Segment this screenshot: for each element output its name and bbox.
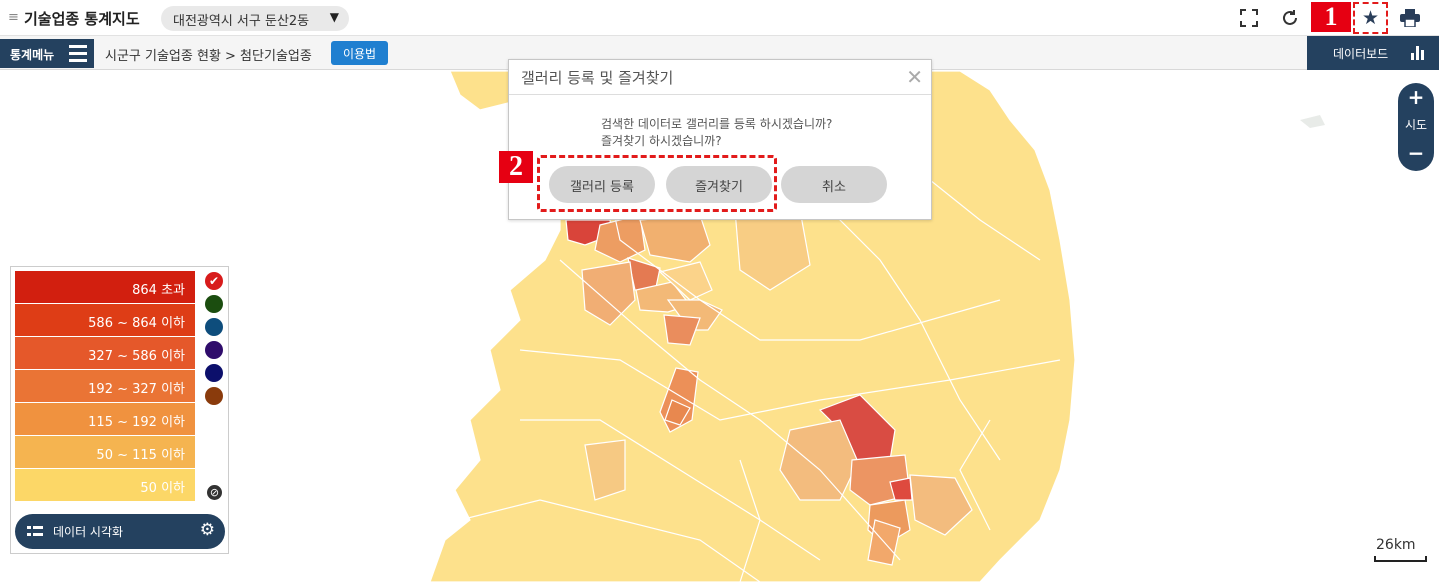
legend-range-6: 50 ~ 115 이하 bbox=[15, 436, 195, 468]
dialog-message: 검색한 데이터로 갤러리를 등록 하시겠습니까? 즐겨찾기 하시겠습니까? bbox=[601, 116, 832, 150]
map-region bbox=[663, 314, 701, 346]
dialog-message-line-1: 검색한 데이터로 갤러리를 등록 하시겠습니까? bbox=[601, 117, 833, 131]
legend-panel: 864 초과 586 ~ 864 이하 327 ~ 586 이하 192 ~ 3… bbox=[10, 266, 229, 554]
close-icon[interactable]: ✕ bbox=[906, 65, 923, 89]
gallery-register-button[interactable]: 갤러리 등록 bbox=[549, 166, 655, 203]
breadcrumb: 시군구 기술업종 현황 > 첨단기술업종 bbox=[105, 49, 312, 64]
no-color-icon[interactable]: ⊘ bbox=[207, 485, 222, 500]
list-icon bbox=[27, 526, 43, 538]
app-title: 기술업종 통계지도 bbox=[24, 10, 140, 28]
map-region bbox=[584, 439, 626, 501]
dialog-header: 갤러리 등록 및 즐겨찾기 ✕ bbox=[509, 60, 931, 95]
map-region bbox=[658, 261, 713, 301]
favorite-button[interactable]: 즐겨찾기 bbox=[666, 166, 772, 203]
palette-brown-swatch[interactable] bbox=[205, 387, 223, 405]
map-region bbox=[581, 261, 636, 326]
cancel-button[interactable]: 취소 bbox=[781, 166, 887, 203]
star-icon: ★ bbox=[1361, 7, 1380, 29]
map-scale-label: 26km bbox=[1376, 537, 1416, 553]
fullscreen-icon[interactable] bbox=[1237, 6, 1261, 30]
legend-range-7: 50 이하 bbox=[15, 469, 195, 501]
zoom-level-label: 시도 bbox=[1404, 118, 1428, 132]
howto-button[interactable]: 이용법 bbox=[331, 41, 388, 65]
gallery-favorite-dialog: 갤러리 등록 및 즐겨찾기 ✕ 검색한 데이터로 갤러리를 등록 하시겠습니까?… bbox=[508, 59, 932, 220]
map-scale-bar bbox=[1374, 556, 1427, 562]
hamburger-icon bbox=[69, 45, 87, 62]
palette-red-swatch[interactable]: ✔ bbox=[205, 272, 223, 290]
palette-purple-swatch[interactable] bbox=[205, 341, 223, 359]
palette-blue-swatch[interactable] bbox=[205, 318, 223, 336]
palette-green-swatch[interactable] bbox=[205, 295, 223, 313]
map-region bbox=[909, 474, 973, 536]
sub-bar: 통계메뉴 시군구 기술업종 현황 > 첨단기술업종 bbox=[0, 36, 1439, 70]
map-region bbox=[664, 399, 691, 426]
legend-range-3: 327 ~ 586 이하 bbox=[15, 337, 195, 369]
favorite-star-button[interactable]: ★ bbox=[1353, 2, 1388, 34]
step-1-badge: 1 bbox=[1311, 2, 1351, 32]
zoom-in-button[interactable]: + bbox=[1407, 85, 1425, 109]
legend-range-1: 864 초과 bbox=[15, 271, 195, 303]
legend-range-4: 192 ~ 327 이하 bbox=[15, 370, 195, 402]
zoom-out-button[interactable]: − bbox=[1407, 141, 1425, 165]
bar-chart-icon bbox=[1411, 46, 1425, 60]
legend-range-2: 586 ~ 864 이하 bbox=[15, 304, 195, 336]
legend-range-5: 115 ~ 192 이하 bbox=[15, 403, 195, 435]
dashboard-label: 데이터보드 bbox=[1333, 47, 1389, 61]
stat-menu-button[interactable]: 통계메뉴 bbox=[0, 39, 94, 68]
map-region bbox=[889, 477, 913, 501]
data-visualization-label: 데이터 시각화 bbox=[53, 525, 124, 539]
dialog-message-line-2: 즐겨찾기 하시겠습니까? bbox=[601, 134, 722, 148]
menu-lines-icon[interactable]: ≡ bbox=[8, 10, 19, 25]
palette-navy-swatch[interactable] bbox=[205, 364, 223, 382]
dashboard-button[interactable]: 데이터보드 bbox=[1307, 36, 1439, 70]
region-select[interactable]: 대전광역시 서구 둔산2동 ▼ bbox=[161, 6, 349, 31]
zoom-control: + 시도 − bbox=[1398, 83, 1434, 171]
gear-icon[interactable]: ⚙ bbox=[199, 520, 215, 540]
highlight-box bbox=[537, 155, 777, 212]
chevron-down-icon: ▼ bbox=[329, 10, 339, 24]
top-bar: ≡ 기술업종 통계지도 대전광역시 서구 둔산2동 ▼ 1 ★ bbox=[0, 0, 1439, 36]
map-region bbox=[779, 419, 859, 501]
stat-menu-label: 통계메뉴 bbox=[10, 48, 55, 62]
refresh-icon[interactable] bbox=[1278, 6, 1302, 30]
step-2-badge: 2 bbox=[499, 151, 533, 183]
data-visualization-button[interactable]: 데이터 시각화 ⚙ bbox=[15, 514, 225, 549]
region-select-value: 대전광역시 서구 둔산2동 bbox=[173, 14, 310, 29]
print-icon[interactable] bbox=[1398, 6, 1422, 30]
map-region bbox=[1300, 115, 1325, 128]
dialog-title: 갤러리 등록 및 즐겨찾기 bbox=[521, 69, 674, 87]
